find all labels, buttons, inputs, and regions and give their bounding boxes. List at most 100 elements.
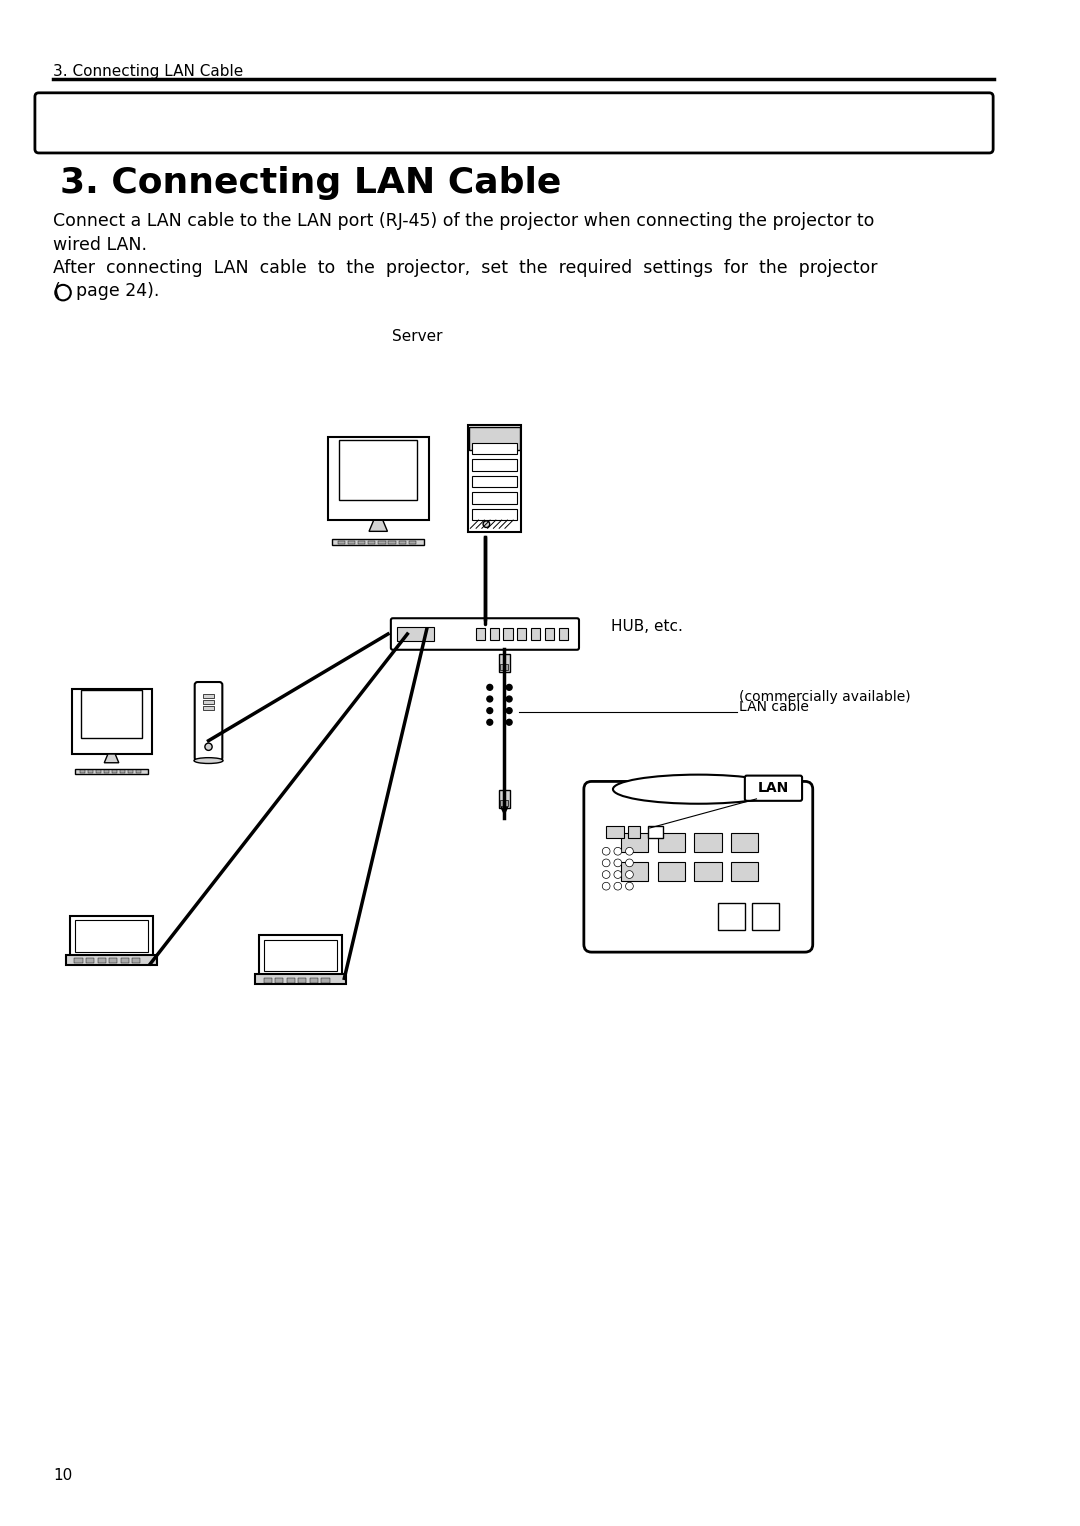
Bar xyxy=(606,826,623,838)
Bar xyxy=(472,491,517,504)
Bar xyxy=(629,826,640,838)
FancyBboxPatch shape xyxy=(255,975,346,984)
Bar xyxy=(95,771,102,772)
Bar xyxy=(368,542,376,543)
Circle shape xyxy=(603,847,610,855)
Bar xyxy=(265,940,337,971)
Bar xyxy=(489,629,499,639)
Text: 10: 10 xyxy=(53,1468,72,1483)
Bar xyxy=(310,978,318,983)
Bar xyxy=(333,539,424,545)
Circle shape xyxy=(613,882,622,890)
Bar xyxy=(544,629,554,639)
Bar xyxy=(203,707,214,710)
Bar xyxy=(286,978,295,983)
Polygon shape xyxy=(105,754,119,763)
Circle shape xyxy=(487,708,492,714)
FancyBboxPatch shape xyxy=(71,688,151,754)
FancyBboxPatch shape xyxy=(66,955,157,964)
Circle shape xyxy=(603,859,610,867)
Circle shape xyxy=(603,871,610,879)
Circle shape xyxy=(625,871,633,879)
Bar xyxy=(648,826,663,838)
Text: HUB, etc.: HUB, etc. xyxy=(611,618,683,633)
Text: LAN: LAN xyxy=(757,781,788,795)
Bar xyxy=(120,771,125,772)
Text: LAN cable: LAN cable xyxy=(739,700,809,714)
Polygon shape xyxy=(369,520,388,531)
Bar xyxy=(389,542,395,543)
Bar xyxy=(731,862,758,882)
Bar xyxy=(357,542,365,543)
Circle shape xyxy=(613,847,622,855)
Bar xyxy=(694,833,721,852)
Circle shape xyxy=(613,871,622,879)
Bar xyxy=(76,769,148,774)
Bar xyxy=(338,542,346,543)
Circle shape xyxy=(613,859,622,867)
Circle shape xyxy=(625,859,633,867)
Bar xyxy=(104,771,109,772)
Circle shape xyxy=(603,882,610,890)
Text: After  connecting  LAN  cable  to  the  projector,  set  the  required  settings: After connecting LAN cable to the projec… xyxy=(53,259,878,276)
FancyBboxPatch shape xyxy=(745,775,802,801)
Bar xyxy=(81,690,143,737)
FancyBboxPatch shape xyxy=(194,682,222,760)
Bar xyxy=(718,903,745,929)
Text: Server: Server xyxy=(392,328,443,343)
Ellipse shape xyxy=(613,775,784,804)
Bar xyxy=(472,443,517,455)
Bar xyxy=(97,958,106,963)
Bar xyxy=(298,978,307,983)
Bar xyxy=(470,427,519,450)
Circle shape xyxy=(487,685,492,690)
Circle shape xyxy=(625,882,633,890)
Bar xyxy=(621,862,648,882)
Bar xyxy=(348,542,355,543)
Circle shape xyxy=(483,520,489,528)
Bar xyxy=(621,833,648,852)
Bar xyxy=(203,700,214,703)
Bar xyxy=(752,903,779,929)
Bar xyxy=(399,542,406,543)
Bar xyxy=(321,978,329,983)
Bar xyxy=(397,627,434,641)
Bar xyxy=(472,508,517,520)
Circle shape xyxy=(625,847,633,855)
Bar xyxy=(503,629,513,639)
Ellipse shape xyxy=(194,758,224,763)
Bar xyxy=(500,664,509,670)
Bar xyxy=(70,916,152,957)
Bar xyxy=(109,958,118,963)
Bar xyxy=(111,771,118,772)
Bar xyxy=(121,958,129,963)
Bar xyxy=(275,978,283,983)
Bar xyxy=(203,694,214,697)
Bar xyxy=(658,833,685,852)
Bar xyxy=(531,629,540,639)
Bar xyxy=(80,771,85,772)
Bar xyxy=(87,771,93,772)
Circle shape xyxy=(507,685,512,690)
Bar xyxy=(472,459,517,470)
Circle shape xyxy=(507,719,512,725)
Bar xyxy=(86,958,94,963)
Bar xyxy=(378,542,386,543)
Text: 3. Connecting LAN Cable: 3. Connecting LAN Cable xyxy=(60,165,562,200)
Bar xyxy=(472,476,517,487)
Bar xyxy=(468,426,522,533)
FancyBboxPatch shape xyxy=(584,781,813,952)
Bar xyxy=(76,920,148,952)
Bar xyxy=(658,862,685,882)
Text: (commercially available): (commercially available) xyxy=(739,690,910,703)
Bar xyxy=(499,655,510,671)
FancyBboxPatch shape xyxy=(35,93,994,153)
Bar xyxy=(127,771,133,772)
Circle shape xyxy=(507,708,512,714)
Bar xyxy=(731,833,758,852)
Text: 3. Connecting LAN Cable: 3. Connecting LAN Cable xyxy=(53,64,244,79)
Bar xyxy=(132,958,140,963)
Bar xyxy=(264,978,272,983)
Bar xyxy=(500,800,509,806)
FancyBboxPatch shape xyxy=(391,618,579,650)
